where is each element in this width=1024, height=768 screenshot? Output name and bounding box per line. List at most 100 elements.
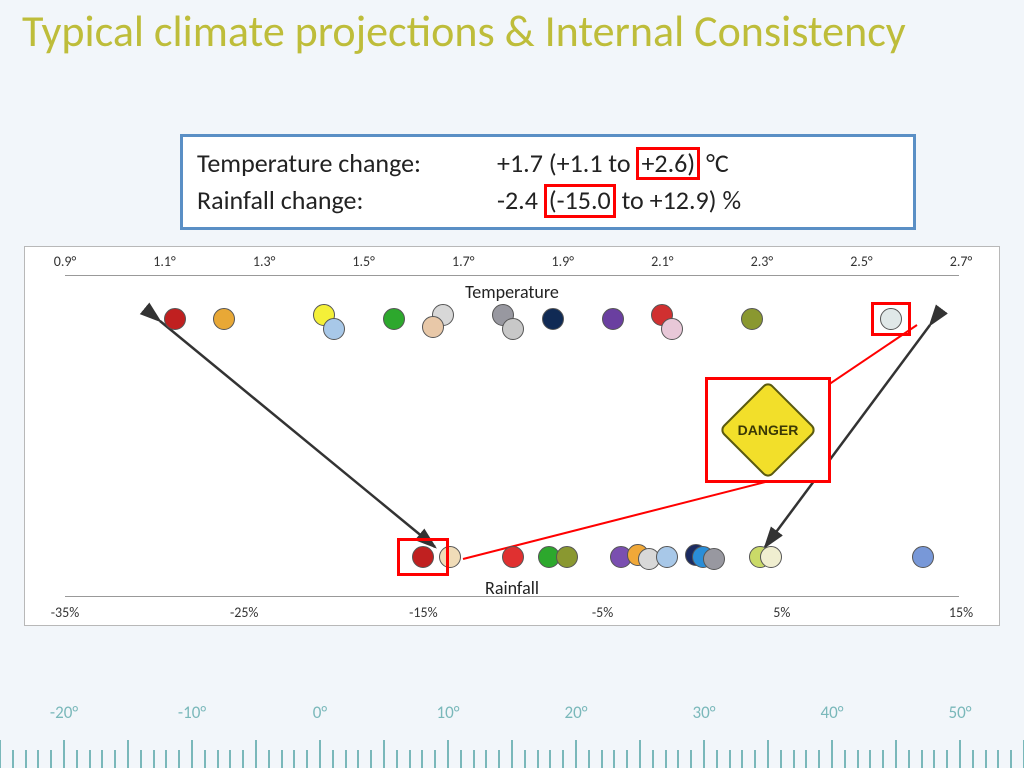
top-tick: 0.9° xyxy=(54,253,76,270)
danger-sign: DANGER xyxy=(705,377,831,483)
ruler-tick xyxy=(153,750,155,768)
ruler-label: 30° xyxy=(693,702,716,723)
ruler-label: 0° xyxy=(313,702,327,723)
ruler-tick xyxy=(0,740,1,768)
temp-point xyxy=(323,318,345,340)
ruler-tick xyxy=(396,750,398,768)
ruler-tick xyxy=(665,750,667,768)
top-tick: 2.5° xyxy=(850,253,872,270)
ruler-tick xyxy=(869,750,871,768)
bot-tick: -15% xyxy=(409,604,438,621)
rain-point xyxy=(556,546,578,568)
bot-tick: 15% xyxy=(949,604,973,621)
rain-highlight: (-15.0 xyxy=(544,184,616,217)
ruler-tick xyxy=(652,750,654,768)
ruler-tick xyxy=(357,750,359,768)
bot-tick: -5% xyxy=(592,604,613,621)
temp-point xyxy=(164,308,186,330)
ruler-tick xyxy=(1010,750,1012,768)
ruler-tick xyxy=(626,750,628,768)
ruler-tick xyxy=(741,750,743,768)
ruler-tick xyxy=(421,750,423,768)
rain-point xyxy=(502,546,524,568)
svg-text:DANGER: DANGER xyxy=(738,422,799,438)
bot-tick: 5% xyxy=(773,604,790,621)
ruler-tick xyxy=(895,740,897,768)
ruler-tick xyxy=(101,750,103,768)
ruler-tick xyxy=(831,740,833,768)
rain-label: Rainfall change: xyxy=(197,184,497,217)
ruler-tick xyxy=(767,740,769,768)
ruler-tick xyxy=(921,750,923,768)
rain-prefix: -2.4 xyxy=(497,184,544,216)
ruler-tick xyxy=(549,750,551,768)
temperature-label: Temperature xyxy=(465,281,559,303)
highlight-box xyxy=(871,302,911,336)
temp-point xyxy=(502,318,524,340)
ruler-label: 10° xyxy=(437,702,460,723)
ruler-tick xyxy=(946,750,948,768)
ruler-label: -20° xyxy=(50,702,78,723)
ruler-tick xyxy=(165,750,167,768)
ruler-tick xyxy=(703,740,705,768)
ruler-tick xyxy=(690,750,692,768)
ruler-tick xyxy=(76,750,78,768)
ruler-tick xyxy=(383,740,385,768)
scatter-chart: Temperature Rainfall 0.9°1.1°1.3°1.5°1.7… xyxy=(24,246,1000,626)
ruler-tick xyxy=(562,750,564,768)
ruler-tick xyxy=(204,750,206,768)
ruler-tick xyxy=(332,750,334,768)
ruler-label: 40° xyxy=(821,702,844,723)
ruler-tick xyxy=(639,740,641,768)
temp-point xyxy=(661,318,683,340)
top-tick: 1.3° xyxy=(253,253,275,270)
ruler-tick xyxy=(601,750,603,768)
ruler-tick xyxy=(908,750,910,768)
ruler-tick xyxy=(25,750,27,768)
ruler-tick xyxy=(178,750,180,768)
ruler-tick xyxy=(485,750,487,768)
ruler-tick xyxy=(985,750,987,768)
top-axis-line xyxy=(65,275,959,276)
temp-highlight: +2.6) xyxy=(636,147,700,180)
ruler-tick xyxy=(997,750,999,768)
ruler-label: 50° xyxy=(949,702,972,723)
rain-value: -2.4 (-15.0 to +12.9) % xyxy=(497,184,899,217)
ruler-tick xyxy=(575,740,577,768)
bottom-ruler: -20°-10°0°10°20°30°40°50° xyxy=(0,678,1024,768)
ruler-tick xyxy=(63,740,65,768)
ruler-tick xyxy=(818,750,820,768)
ruler-tick xyxy=(511,740,513,768)
ruler-tick xyxy=(677,750,679,768)
temp-point xyxy=(213,308,235,330)
temp-point xyxy=(542,308,564,330)
ruler-tick xyxy=(754,750,756,768)
temp-suffix: °C xyxy=(700,147,729,179)
temp-value: +1.7 (+1.1 to +2.6) °C xyxy=(497,147,899,180)
temp-prefix: +1.7 (+1.1 to xyxy=(497,147,631,179)
info-box: Temperature change: +1.7 (+1.1 to +2.6) … xyxy=(180,134,916,230)
arrow-overlay xyxy=(25,247,999,625)
ruler-tick xyxy=(729,750,731,768)
ruler-tick xyxy=(959,740,961,768)
ruler-label: 20° xyxy=(565,702,588,723)
ruler-tick xyxy=(217,750,219,768)
temp-point xyxy=(422,316,444,338)
ruler-tick xyxy=(370,750,372,768)
ruler-tick xyxy=(281,750,283,768)
ruler-tick xyxy=(793,750,795,768)
ruler-tick xyxy=(242,750,244,768)
ruler-tick xyxy=(127,740,129,768)
ruler-tick xyxy=(50,750,52,768)
rain-point xyxy=(703,548,725,570)
ruler-tick xyxy=(191,740,193,768)
ruler-tick xyxy=(537,750,539,768)
top-tick: 2.1° xyxy=(651,253,673,270)
ruler-tick xyxy=(229,750,231,768)
ruler-tick xyxy=(588,750,590,768)
ruler-tick xyxy=(882,750,884,768)
top-tick: 1.7° xyxy=(452,253,474,270)
ruler-tick xyxy=(319,740,321,768)
ruler-tick xyxy=(716,750,718,768)
page-title: Typical climate projections & Internal C… xyxy=(22,8,922,56)
